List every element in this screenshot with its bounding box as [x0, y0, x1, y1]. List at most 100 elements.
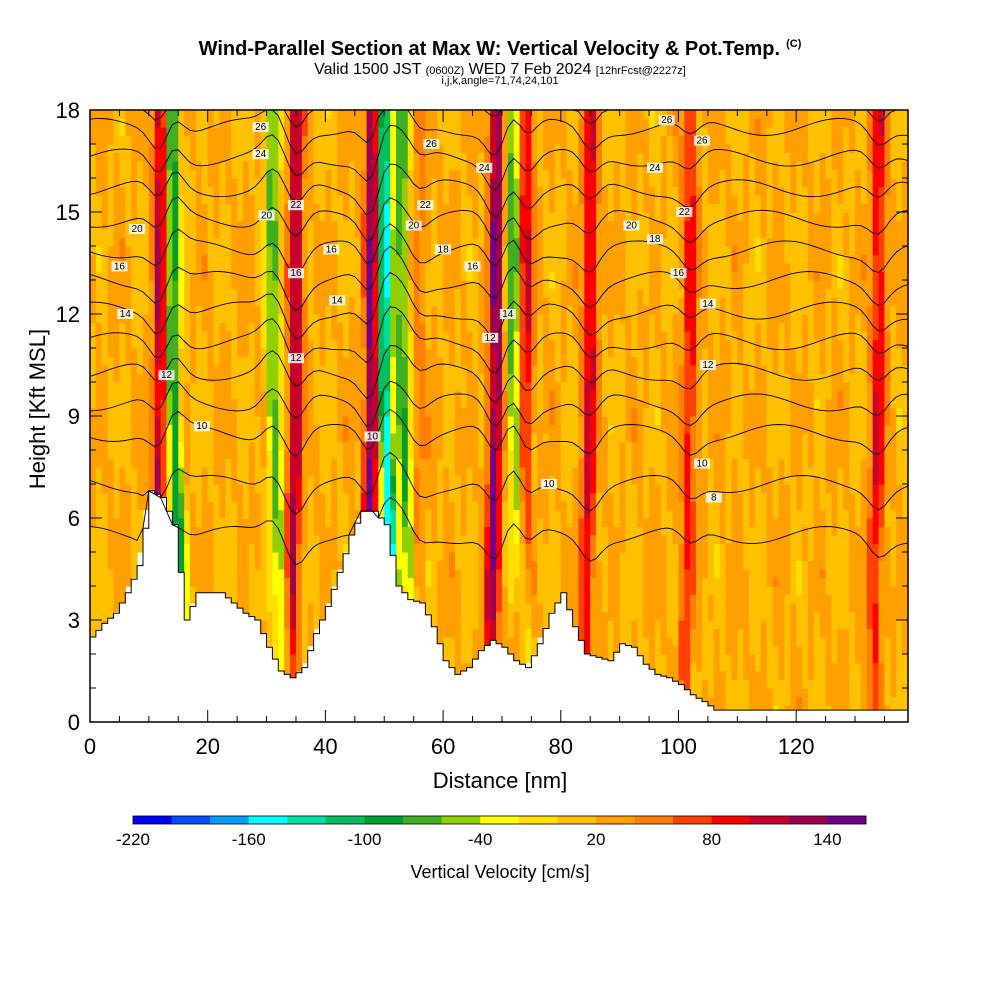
velocity-cell: [501, 178, 509, 188]
velocity-cell: [507, 484, 515, 494]
velocity-cell: [137, 407, 144, 417]
velocity-cell: [331, 450, 338, 460]
velocity-cell: [401, 399, 409, 409]
velocity-cell: [248, 501, 256, 511]
velocity-cell: [566, 450, 574, 460]
velocity-cell: [413, 348, 421, 358]
velocity-cell: [254, 416, 262, 426]
velocity-cell: [284, 450, 291, 460]
velocity-cell: [531, 399, 538, 409]
velocity-cell: [95, 611, 103, 621]
velocity-cell: [278, 373, 285, 383]
velocity-cell: [166, 365, 173, 375]
velocity-cell: [154, 220, 162, 230]
velocity-cell: [137, 152, 144, 162]
velocity-cell: [472, 237, 479, 247]
velocity-cell: [107, 594, 115, 604]
velocity-cell: [560, 569, 568, 579]
velocity-cell: [278, 654, 285, 664]
velocity-cell: [248, 416, 256, 426]
velocity-cell: [419, 186, 427, 196]
velocity-cell: [484, 390, 491, 400]
velocity-cell: [366, 441, 374, 451]
velocity-cell: [178, 526, 185, 536]
velocity-cell: [419, 356, 427, 366]
velocity-cell: [460, 161, 468, 171]
velocity-cell: [560, 492, 568, 502]
velocity-cell: [401, 280, 409, 290]
velocity-cell: [119, 331, 126, 341]
velocity-cell: [195, 178, 203, 188]
velocity-cell: [354, 152, 362, 162]
velocity-cell: [142, 127, 150, 137]
forecast-info: [12hrFcst@2227z]: [595, 65, 686, 77]
velocity-cell: [313, 144, 321, 154]
velocity-cell: [172, 135, 179, 145]
velocity-cell: [225, 263, 232, 273]
velocity-cell: [484, 152, 491, 162]
velocity-cell: [284, 484, 291, 494]
velocity-cell: [549, 552, 556, 562]
velocity-cell: [154, 390, 162, 400]
velocity-cell: [443, 518, 450, 528]
velocity-cell: [266, 305, 274, 315]
velocity-cell: [243, 475, 250, 485]
velocity-cell: [372, 220, 379, 230]
velocity-cell: [425, 509, 432, 519]
velocity-cell: [360, 450, 368, 460]
velocity-cell: [331, 144, 338, 154]
velocity-cell: [472, 509, 479, 519]
velocity-cell: [107, 611, 115, 621]
velocity-cell: [319, 237, 326, 247]
velocity-cell: [125, 484, 132, 494]
velocity-cell: [113, 348, 121, 358]
velocity-cell: [366, 203, 374, 213]
velocity-cell: [225, 458, 232, 468]
velocity-cell: [578, 280, 585, 290]
velocity-cell: [113, 441, 121, 451]
velocity-cell: [307, 543, 315, 553]
velocity-cell: [260, 501, 268, 511]
velocity-cell: [448, 526, 456, 536]
velocity-cell: [154, 322, 162, 332]
velocity-cell: [331, 356, 338, 366]
velocity-cell: [537, 297, 544, 307]
velocity-cell: [572, 135, 580, 145]
velocity-cell: [472, 569, 479, 579]
velocity-cell: [443, 161, 450, 171]
velocity-cell: [460, 356, 468, 366]
velocity-cell: [190, 484, 197, 494]
velocity-cell: [148, 203, 156, 213]
velocity-cell: [301, 535, 309, 545]
velocity-cell: [95, 322, 103, 332]
velocity-cell: [401, 348, 409, 358]
velocity-cell: [554, 186, 562, 196]
velocity-cell: [525, 135, 532, 145]
velocity-cell: [243, 152, 250, 162]
velocity-cell: [384, 118, 391, 128]
valid-zulu: (0600Z): [425, 65, 465, 77]
velocity-cell: [225, 203, 232, 213]
velocity-cell: [166, 135, 173, 145]
velocity-cell: [319, 365, 326, 375]
velocity-cell: [507, 603, 515, 613]
velocity-cell: [390, 322, 397, 332]
velocity-cell: [396, 288, 403, 298]
velocity-cell: [501, 458, 509, 468]
velocity-cell: [237, 416, 244, 426]
velocity-cell: [478, 390, 485, 400]
velocity-cell: [219, 271, 226, 281]
velocity-cell: [119, 552, 126, 562]
velocity-cell: [137, 424, 144, 434]
velocity-cell: [578, 501, 585, 511]
velocity-cell: [248, 433, 256, 443]
velocity-cell: [172, 492, 179, 502]
velocity-cell: [160, 331, 168, 341]
velocity-cell: [254, 535, 262, 545]
velocity-cell: [578, 467, 585, 477]
velocity-cell: [148, 450, 156, 460]
velocity-cell: [572, 356, 580, 366]
velocity-cell: [431, 586, 438, 596]
velocity-cell: [95, 186, 103, 196]
velocity-cell: [278, 220, 285, 230]
